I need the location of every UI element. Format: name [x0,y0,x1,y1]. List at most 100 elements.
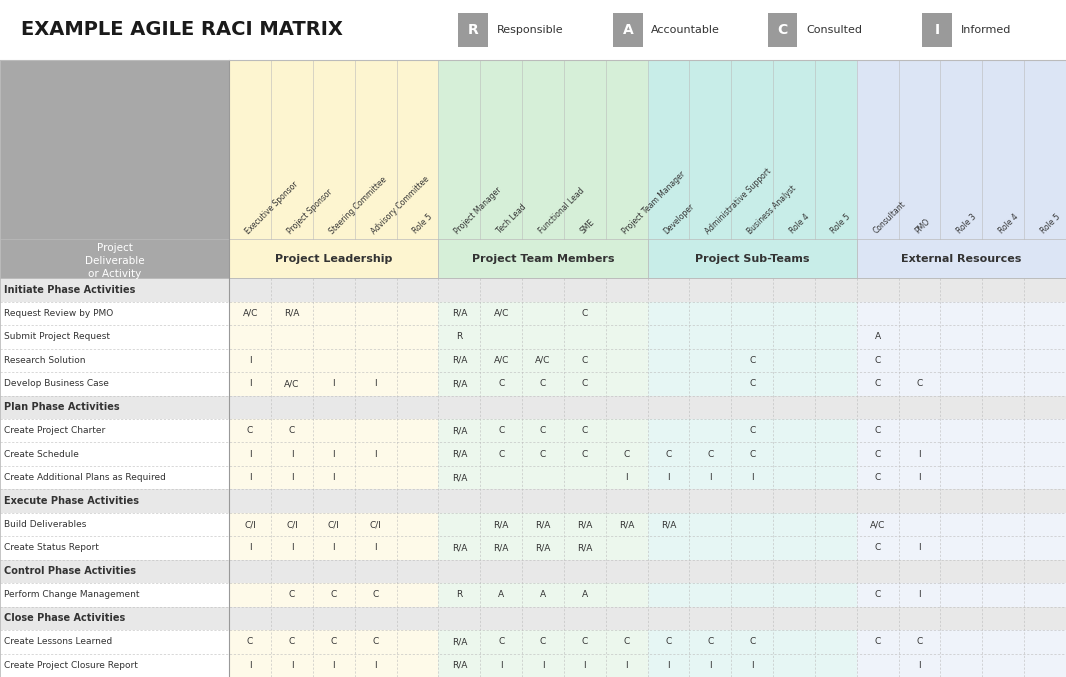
Text: I: I [918,450,921,458]
Text: R/A: R/A [452,379,467,389]
Text: Role 5: Role 5 [1038,213,1062,236]
Text: I: I [333,450,335,458]
Text: C: C [372,637,378,647]
FancyBboxPatch shape [458,12,488,47]
Bar [229,60,438,278]
Text: Administrative Support: Administrative Support [704,167,773,236]
Text: A: A [623,23,633,37]
Text: C: C [498,637,504,647]
Text: C: C [247,637,254,647]
Bar [0,419,229,443]
Text: R/A: R/A [577,520,593,529]
Text: I: I [918,473,921,482]
Text: I: I [248,544,252,552]
Text: C/I: C/I [286,520,297,529]
Text: R/A: R/A [535,520,551,529]
Text: I: I [291,473,293,482]
Text: C: C [624,637,630,647]
Text: Execute Phase Activities: Execute Phase Activities [4,496,140,506]
Text: C: C [874,544,881,552]
Bar [857,239,1066,278]
Bar [648,60,857,278]
Text: C: C [289,590,295,599]
Text: I: I [248,379,252,389]
Text: R/A: R/A [452,309,467,318]
Text: Role 4: Role 4 [997,213,1020,236]
Text: I: I [248,450,252,458]
Text: C/I: C/I [328,520,340,529]
Bar [0,325,229,349]
Text: C: C [582,356,588,365]
Text: C: C [498,450,504,458]
Text: Responsible: Responsible [497,25,564,35]
Text: Control Phase Activities: Control Phase Activities [4,567,136,576]
Text: Functional Lead: Functional Lead [536,186,586,236]
Text: C: C [289,427,295,435]
Bar [229,278,271,677]
Bar [648,239,857,278]
Text: C: C [372,590,378,599]
Text: C: C [289,637,295,647]
Text: I: I [918,544,921,552]
Text: I: I [667,473,669,482]
Text: I: I [374,450,377,458]
Bar [0,489,1066,512]
Text: Perform Change Management: Perform Change Management [4,590,140,599]
Text: A/C: A/C [242,309,258,318]
Text: R/A: R/A [494,544,508,552]
Text: I: I [500,661,502,670]
Text: Create Project Charter: Create Project Charter [4,427,106,435]
Bar [229,239,438,278]
Text: Project
Deliverable
or Activity: Project Deliverable or Activity [85,243,144,278]
Text: C: C [749,637,756,647]
Text: Steering Committee: Steering Committee [327,175,388,236]
Text: Role 4: Role 4 [788,213,811,236]
Text: C: C [539,427,546,435]
Bar [0,607,1066,630]
Text: A/C: A/C [494,356,508,365]
Text: Plan Phase Activities: Plan Phase Activities [4,402,119,412]
Text: C: C [498,427,504,435]
Bar [313,278,355,677]
Text: C: C [707,450,713,458]
Text: I: I [248,473,252,482]
Text: I: I [935,23,939,37]
Text: I: I [333,379,335,389]
Text: R/A: R/A [452,473,467,482]
Text: I: I [291,450,293,458]
Text: Consultant: Consultant [871,200,907,236]
Text: Developer: Developer [662,202,696,236]
Text: I: I [709,661,712,670]
Text: Project Sub-Teams: Project Sub-Teams [695,254,809,263]
Text: R/A: R/A [535,544,551,552]
FancyBboxPatch shape [613,12,643,47]
Text: I: I [583,661,586,670]
Text: R/A: R/A [452,450,467,458]
Text: C/I: C/I [370,520,382,529]
Text: C: C [749,379,756,389]
Text: C: C [539,450,546,458]
Bar [857,60,1066,278]
Text: Project Manager: Project Manager [453,185,503,236]
Text: Business Analyst: Business Analyst [746,183,798,236]
Text: R/A: R/A [452,427,467,435]
Text: A/C: A/C [285,379,300,389]
Text: C: C [330,637,337,647]
Text: A: A [875,332,881,341]
Bar [0,60,229,278]
Text: C: C [539,637,546,647]
Text: R/A: R/A [661,520,676,529]
Text: I: I [626,473,628,482]
Text: I: I [374,661,377,670]
Text: Project Leadership: Project Leadership [275,254,392,263]
FancyBboxPatch shape [768,12,797,47]
Text: C: C [874,590,881,599]
Text: Create Project Closure Report: Create Project Closure Report [4,661,139,670]
Text: I: I [542,661,545,670]
Text: EXAMPLE AGILE RACI MATRIX: EXAMPLE AGILE RACI MATRIX [21,20,343,39]
Text: C: C [498,379,504,389]
Text: R/A: R/A [452,356,467,365]
Text: R: R [468,23,479,37]
Text: External Resources: External Resources [901,254,1021,263]
Text: Submit Project Request: Submit Project Request [4,332,110,341]
